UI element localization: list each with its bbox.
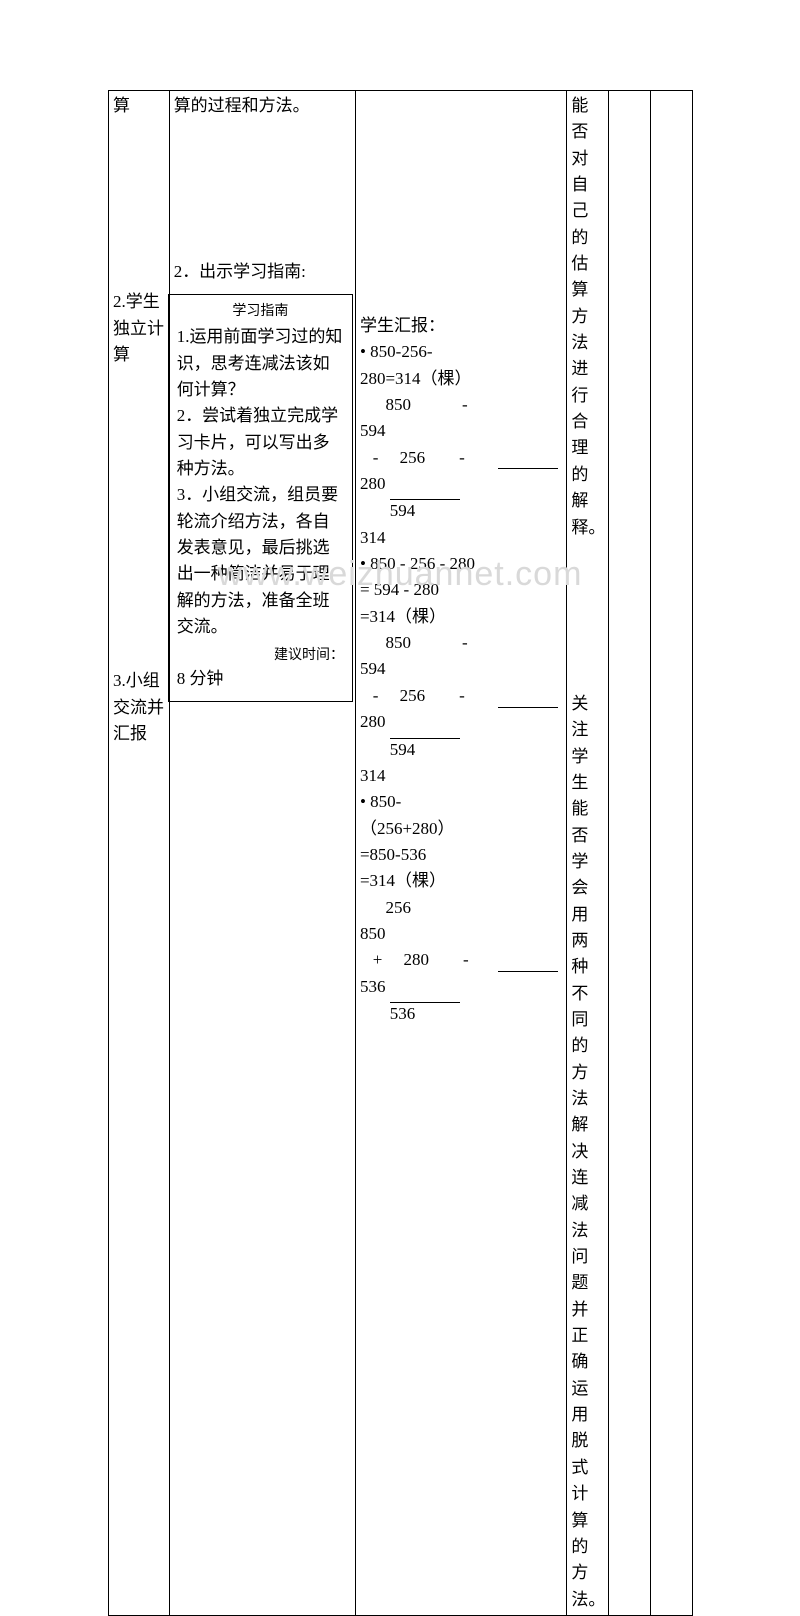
page-content: 算 2.学生独立计算 3.小组交流并汇报 算的过程和方法。 2．出示学习指南: … — [108, 90, 693, 1616]
calc2-rule2 — [498, 707, 558, 708]
method1-line2: 280=314（棵） — [360, 366, 562, 392]
col2-teacher-activity: 算的过程和方法。 2．出示学习指南: 学习指南 1.运用前面学习过的知识，思考连… — [169, 91, 355, 1616]
method3-line4: =314（棵） — [360, 868, 562, 894]
method2-line3: =314（棵） — [360, 604, 562, 630]
col1-section2: 2.学生独立计算 — [113, 289, 165, 368]
col4-assessment: 能否对自己的估算方法进行合理的解释。 关注学生能否学会用两种不同的方法解决连减法… — [567, 91, 609, 1616]
calc2-l4: 280 — [360, 709, 562, 735]
lesson-plan-table: 算 2.学生独立计算 3.小组交流并汇报 算的过程和方法。 2．出示学习指南: … — [108, 90, 693, 1616]
col3-student-activity: 学生汇报： • 850-256- 280=314（棵） 850 - 594 - … — [355, 91, 566, 1616]
calc2-l2: 594 — [360, 656, 562, 682]
guide-p2: 2．尝试着独立完成学习卡片，可以写出多种方法。 — [177, 403, 344, 482]
calc1-l5: 594 — [360, 498, 562, 524]
calc2-l1: 850 - — [360, 630, 562, 656]
guide-title: 学习指南 — [177, 301, 344, 323]
col1-top: 算 — [113, 96, 130, 115]
calc3-l2: 850 — [360, 921, 562, 947]
col6-empty — [651, 91, 693, 1616]
table-row: 算 2.学生独立计算 3.小组交流并汇报 算的过程和方法。 2．出示学习指南: … — [109, 91, 693, 1616]
col4-block2: 关注学生能否学会用两种不同的方法解决连减法问题并正确运用脱式计算的方法。 — [571, 691, 589, 1613]
student-report-header: 学生汇报： — [360, 313, 562, 339]
calc1-l6: 314 — [360, 525, 562, 551]
calc1-l1: 850 - — [360, 392, 562, 418]
guide-time-value: 8 分钟 — [177, 666, 344, 692]
col5-empty — [609, 91, 651, 1616]
method3-line2: （256+280） — [360, 816, 562, 842]
calc1-l2: 594 — [360, 418, 562, 444]
calc3-rule2 — [498, 971, 558, 972]
calc3-l1: 256 — [360, 895, 562, 921]
calc2-l5: 594 — [360, 737, 562, 763]
method2-line2: = 594 - 280 — [360, 577, 562, 603]
calc1-l3: - 256 - — [360, 445, 562, 471]
calc1-l4: 280 — [360, 471, 562, 497]
calc3-l5: 536 — [360, 1001, 562, 1027]
method2-line1: • 850 - 256 - 280 — [360, 551, 562, 577]
col1-steps: 算 2.学生独立计算 3.小组交流并汇报 — [109, 91, 170, 1616]
calc2-l3: - 256 - — [360, 683, 562, 709]
calc3-l4: 536 — [360, 974, 562, 1000]
col2-top: 算的过程和方法。 — [174, 93, 351, 119]
method3-line3: =850-536 — [360, 842, 562, 868]
method3-line1: • 850- — [360, 789, 562, 815]
method1-line1: • 850-256- — [360, 339, 562, 365]
col4-block1: 能否对自己的估算方法进行合理的解释。 — [571, 93, 589, 541]
calc3-l3: + 280 - — [360, 947, 562, 973]
calc1-rule2 — [498, 468, 558, 469]
guide-p1: 1.运用前面学习过的知识，思考连减法该如何计算？ — [177, 324, 344, 403]
col1-section3: 3.小组交流并汇报 — [113, 668, 165, 747]
col2-line2: 2．出示学习指南: — [174, 259, 351, 285]
guide-p3: 3．小组交流，组员要轮流介绍方法，各自发表意见，最后挑选出一种简洁并易于理解的方… — [177, 482, 344, 640]
guide-time-label: 建议时间： — [177, 645, 344, 667]
calc2-l6: 314 — [360, 763, 562, 789]
study-guide-box: 学习指南 1.运用前面学习过的知识，思考连减法该如何计算？ 2．尝试着独立完成学… — [168, 294, 353, 702]
